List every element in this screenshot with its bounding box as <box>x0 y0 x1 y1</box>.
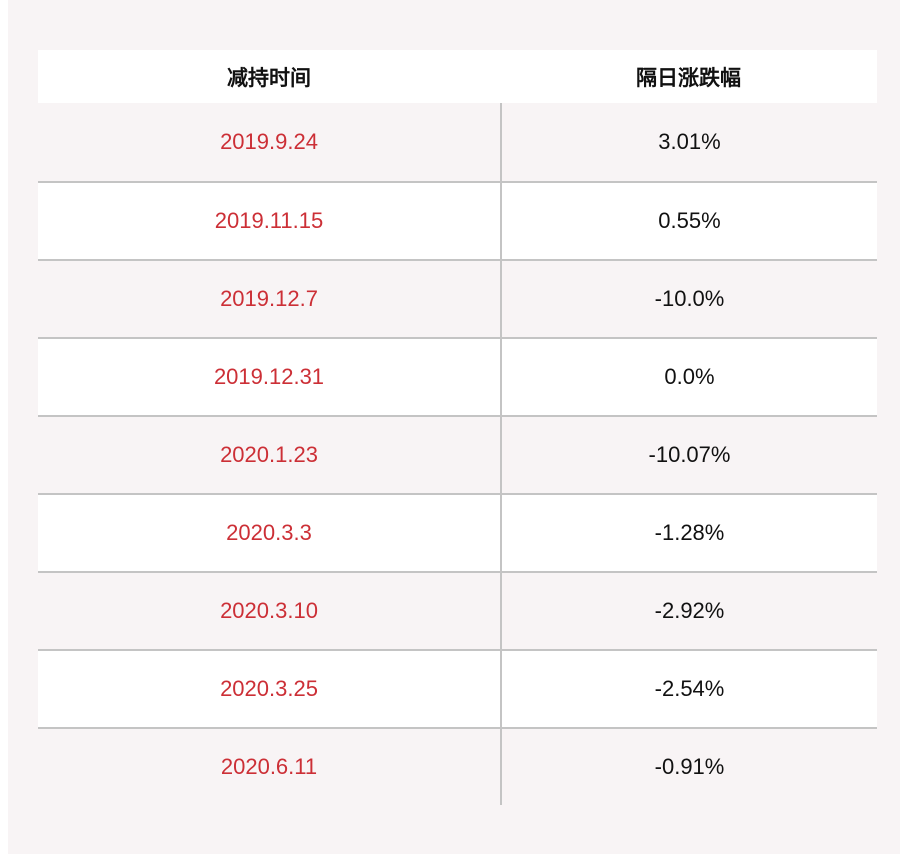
table: 减持时间 隔日涨跌幅 2019.9.24 3.01% 2019.11.15 0.55%… <box>38 50 877 805</box>
date-cell: 2019.12.7 <box>220 286 318 311</box>
date-cell: 2019.12.31 <box>213 364 325 389</box>
header-cell: 隔日涨跌幅 <box>636 66 741 90</box>
date-cell: 2019.11.15 <box>214 208 324 233</box>
table-row: 2019.12.7 -10.0% <box>38 259 877 337</box>
header-cell: 减持时间 <box>227 66 311 90</box>
table-row: 2019.9.24 3.01% <box>38 103 877 181</box>
date-cell: 2020.6.11 <box>220 754 318 779</box>
table-row: 2020.3.3 -1.28% <box>38 493 877 571</box>
date-cell: 2020.1.23 <box>220 442 318 467</box>
change-cell: 3.01% <box>500 103 877 181</box>
change-cell: -1.28% <box>500 495 877 571</box>
table-row: 2020.1.23 -10.07% <box>38 415 877 493</box>
change-cell: -10.07% <box>500 417 877 493</box>
panel: 减持时间 隔日涨跌幅 2019.9.24 3.01% 2019.11.15 0.55%… <box>8 0 900 854</box>
change-cell: -2.54% <box>500 651 877 727</box>
change-cell: -0.91% <box>500 729 877 805</box>
date-cell: 2020.3.10 <box>220 598 318 623</box>
table-row: 2020.3.25 -2.54% <box>38 649 877 727</box>
table-row: 2020.6.11 -0.91% <box>38 727 877 805</box>
change-cell: -10.0% <box>500 261 877 337</box>
date-cell: 2020.3.25 <box>220 676 318 701</box>
change-cell: -2.92% <box>500 573 877 649</box>
date-cell: 2020.3.3 <box>226 520 312 545</box>
date-cell: 2019.9.24 <box>220 129 318 154</box>
change-cell: 0.55% <box>500 183 877 259</box>
table-row: 2019.11.15 0.55% <box>38 181 877 259</box>
table-row: 2019.12.31 0.0% <box>38 337 877 415</box>
change-cell: 0.0% <box>500 339 877 415</box>
table-row: 2020.3.10 -2.92% <box>38 571 877 649</box>
header-row: 减持时间 隔日涨跌幅 <box>38 50 877 103</box>
